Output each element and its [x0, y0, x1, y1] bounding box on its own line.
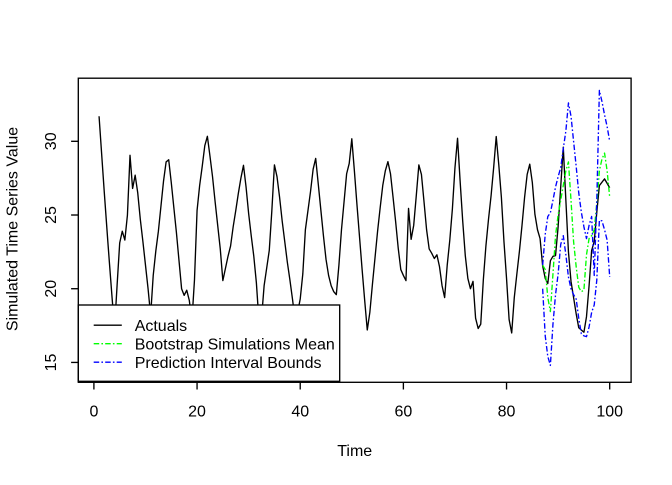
svg-text:Actuals: Actuals — [135, 318, 187, 335]
svg-text:Prediction Interval Bounds: Prediction Interval Bounds — [135, 355, 322, 372]
svg-text:Time: Time — [337, 443, 372, 460]
svg-text:Simulated Time Series Value: Simulated Time Series Value — [5, 127, 22, 331]
svg-text:20: 20 — [188, 404, 206, 421]
svg-text:100: 100 — [596, 404, 623, 421]
svg-text:20: 20 — [43, 280, 60, 298]
svg-text:30: 30 — [43, 132, 60, 150]
svg-text:60: 60 — [394, 404, 412, 421]
svg-text:15: 15 — [43, 353, 60, 371]
svg-text:Bootstrap Simulations Mean: Bootstrap Simulations Mean — [135, 336, 335, 353]
svg-text:25: 25 — [43, 206, 60, 224]
svg-text:80: 80 — [498, 404, 516, 421]
svg-text:0: 0 — [89, 404, 98, 421]
svg-text:40: 40 — [291, 404, 309, 421]
